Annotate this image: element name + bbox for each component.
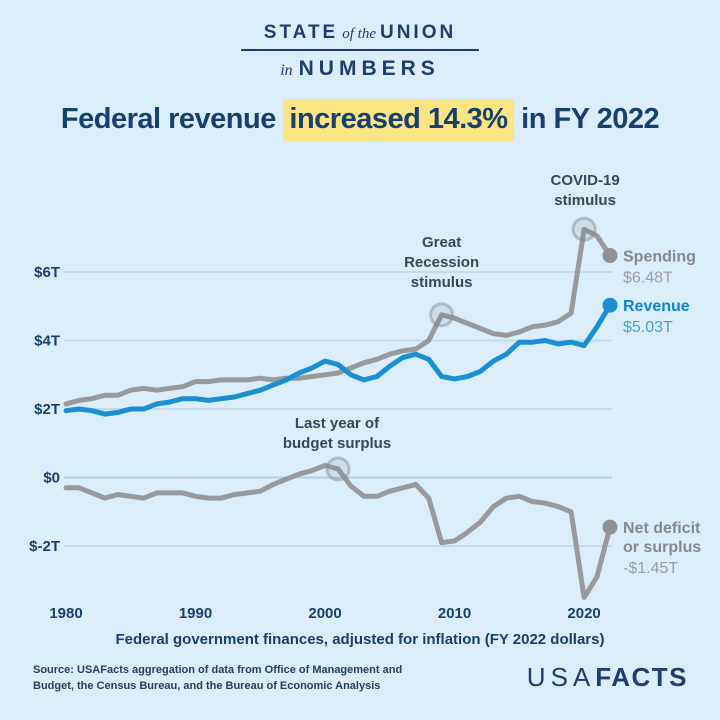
spending-endpoint-dot: [602, 248, 618, 264]
series-end-label: or surplus: [623, 539, 701, 556]
brand-of-the: of the: [342, 26, 376, 42]
x-axis-label: 1990: [179, 605, 212, 622]
series-end-label: Revenue: [623, 298, 690, 315]
y-axis-label: $-2T: [29, 538, 60, 555]
source-line1: Source: USAFacts aggregation of data fro…: [33, 664, 403, 676]
brand-line2: in NUMBERS: [0, 57, 720, 81]
annotation-ring: [325, 456, 351, 482]
spending-line: [63, 226, 613, 407]
title-highlight: increased 14.3%: [283, 99, 514, 141]
x-axis-label: 2010: [438, 605, 471, 622]
x-axis-label: 2020: [567, 605, 600, 622]
brand-state: STATE: [263, 22, 339, 43]
brand-line1: STATE of the UNION: [0, 22, 720, 44]
revenue-endpoint-dot: [602, 297, 618, 313]
annotation-text: COVID-19: [551, 172, 620, 189]
net-deficit-or-surplus-endpoint-dot: [602, 519, 618, 535]
usafacts-logo: USAFACTS: [527, 662, 688, 693]
annotation-text: stimulus: [411, 274, 473, 291]
logo-facts: FACTS: [595, 662, 688, 692]
series-end-label: Spending: [623, 249, 696, 266]
y-axis-label: $4T: [34, 333, 60, 350]
brand-divider-rule: [241, 49, 479, 51]
source-line2: Budget, the Census Bureau, and the Burea…: [33, 679, 381, 692]
series-end-value: -$1.45T: [623, 560, 678, 577]
source-note: Source: USAFacts aggregation of data fro…: [33, 663, 433, 695]
brand-in: in: [280, 62, 293, 79]
title-suffix: in FY 2022: [513, 103, 660, 135]
annotation-text: Recession: [404, 254, 479, 271]
annotation-text: Great: [422, 234, 461, 251]
title-prefix: Federal revenue: [60, 103, 284, 135]
logo-usa: USA: [526, 662, 596, 692]
net-deficit-or-surplus-line: [63, 463, 613, 600]
series-end-value: $6.48T: [623, 270, 673, 287]
revenue-line: [63, 302, 613, 417]
annotation-ring: [429, 302, 455, 328]
series-end-label: Net deficit: [623, 520, 701, 537]
y-axis-label: $2T: [34, 401, 60, 418]
x-axis-label: 2000: [308, 605, 341, 622]
page-title: Federal revenue increased 14.3% in FY 20…: [0, 99, 720, 141]
y-axis-label: $0: [43, 470, 60, 487]
chart-caption: Federal government finances, adjusted fo…: [115, 631, 605, 648]
y-axis-label: $6T: [34, 264, 60, 281]
annotation-text: Last year of: [295, 415, 380, 432]
finance-line-chart: $6T $4T $2T $0 $-2T 1980 1990 2000 2010 2020 COVID…: [29, 172, 701, 622]
brand-header: STATE of the UNION in NUMBERS: [0, 22, 720, 81]
annotation-text: stimulus: [554, 192, 616, 209]
x-axis-label: 1980: [49, 605, 82, 622]
brand-numbers: NUMBERS: [298, 57, 440, 80]
annotation-text: budget surplus: [283, 435, 391, 452]
annotation-ring: [571, 216, 597, 242]
series-end-value: $5.03T: [623, 319, 673, 336]
brand-union: UNION: [379, 22, 457, 43]
